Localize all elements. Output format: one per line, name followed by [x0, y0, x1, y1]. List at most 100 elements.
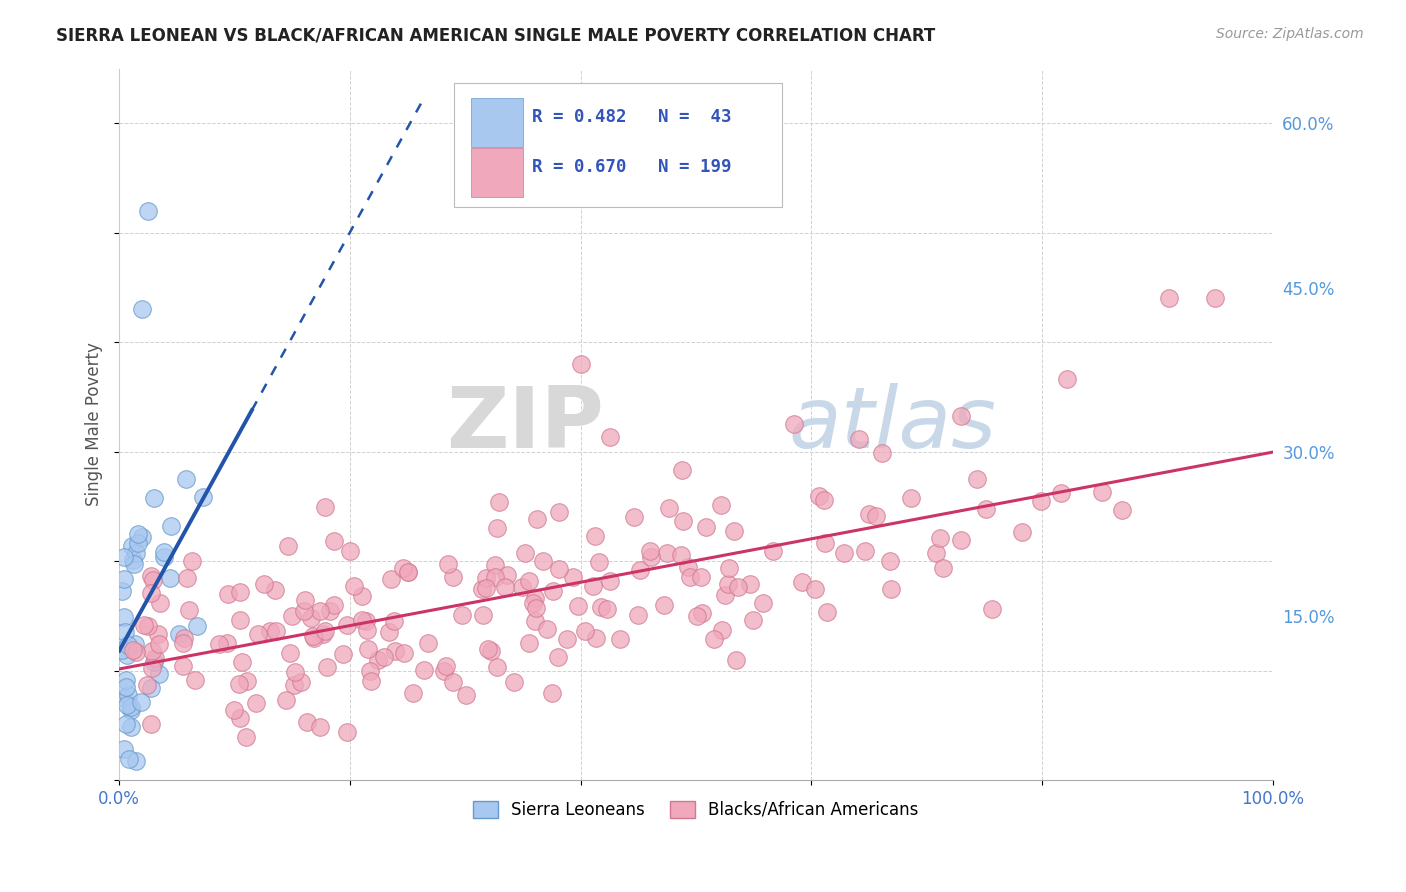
- Point: [312, 626, 335, 640]
- Point: [392, 646, 415, 660]
- Point: [139, 569, 162, 583]
- Point: [141, 661, 163, 675]
- FancyBboxPatch shape: [471, 148, 523, 196]
- Point: [582, 579, 605, 593]
- Legend: Sierra Leoneans, Blacks/African Americans: Sierra Leoneans, Blacks/African American…: [467, 794, 925, 825]
- Point: [117, 638, 139, 652]
- Point: [384, 644, 406, 658]
- Point: [949, 533, 972, 547]
- Point: [380, 572, 402, 586]
- Point: [513, 546, 536, 560]
- Text: Source: ZipAtlas.com: Source: ZipAtlas.com: [1216, 27, 1364, 41]
- Point: [122, 557, 145, 571]
- Point: [373, 649, 395, 664]
- Point: [118, 752, 141, 766]
- Point: [588, 555, 610, 569]
- Point: [609, 632, 631, 647]
- Point: [950, 409, 973, 423]
- Point: [112, 610, 135, 624]
- Point: [208, 637, 231, 651]
- Point: [146, 626, 169, 640]
- Point: [111, 584, 134, 599]
- Point: [858, 507, 880, 521]
- Point: [724, 653, 747, 667]
- FancyBboxPatch shape: [454, 83, 782, 207]
- Point: [416, 636, 439, 650]
- Point: [352, 589, 374, 603]
- Point: [437, 557, 460, 571]
- Point: [302, 629, 325, 643]
- Point: [215, 636, 238, 650]
- Point: [143, 655, 166, 669]
- Point: [124, 637, 146, 651]
- Point: [679, 570, 702, 584]
- Point: [259, 624, 281, 639]
- Point: [314, 624, 336, 638]
- Point: [343, 579, 366, 593]
- Point: [290, 675, 312, 690]
- Point: [217, 586, 239, 600]
- Point: [357, 642, 380, 657]
- Point: [177, 603, 200, 617]
- Point: [510, 580, 533, 594]
- Point: [392, 561, 415, 575]
- Text: R = 0.670   N = 199: R = 0.670 N = 199: [531, 158, 731, 176]
- Point: [378, 625, 401, 640]
- Point: [235, 674, 257, 689]
- Point: [475, 581, 498, 595]
- Point: [142, 491, 165, 506]
- Point: [125, 645, 148, 659]
- Point: [159, 571, 181, 585]
- Point: [488, 495, 510, 509]
- Point: [658, 500, 681, 515]
- Point: [484, 558, 506, 572]
- Point: [623, 509, 645, 524]
- Point: [595, 602, 617, 616]
- Point: [710, 498, 733, 512]
- Point: [1111, 502, 1133, 516]
- Point: [924, 546, 946, 560]
- Point: [1029, 494, 1052, 508]
- Point: [302, 631, 325, 645]
- Point: [308, 720, 330, 734]
- Point: [685, 609, 707, 624]
- Point: [278, 646, 301, 660]
- Point: [413, 663, 436, 677]
- Point: [536, 622, 558, 636]
- Point: [172, 659, 194, 673]
- Point: [808, 489, 831, 503]
- Point: [292, 604, 315, 618]
- Point: [752, 596, 775, 610]
- Point: [689, 570, 711, 584]
- Point: [657, 546, 679, 560]
- Point: [671, 463, 693, 477]
- Point: [356, 614, 378, 628]
- Point: [402, 685, 425, 699]
- Point: [494, 580, 516, 594]
- Point: [531, 554, 554, 568]
- Point: [711, 623, 734, 637]
- Point: [264, 582, 287, 597]
- Point: [522, 596, 544, 610]
- Point: [638, 544, 661, 558]
- Point: [832, 545, 855, 559]
- Point: [131, 302, 153, 317]
- Point: [695, 520, 717, 534]
- Point: [143, 650, 166, 665]
- Point: [120, 700, 142, 714]
- Point: [740, 577, 762, 591]
- Point: [139, 586, 162, 600]
- Point: [134, 617, 156, 632]
- Point: [141, 681, 163, 695]
- Point: [127, 536, 149, 550]
- Point: [131, 530, 153, 544]
- Point: [280, 609, 302, 624]
- Point: [543, 583, 565, 598]
- Point: [148, 637, 170, 651]
- Point: [524, 601, 547, 615]
- Point: [626, 607, 648, 622]
- Point: [184, 673, 207, 688]
- Point: [136, 678, 159, 692]
- Point: [479, 644, 502, 658]
- Point: [434, 659, 457, 673]
